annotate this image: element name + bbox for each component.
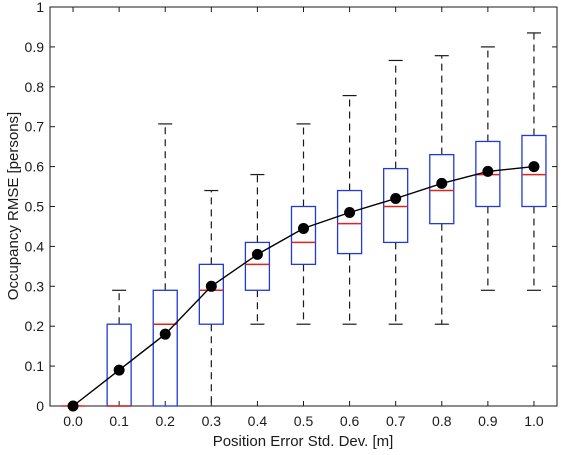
mean-point-0.7 — [390, 193, 402, 205]
box-iqr — [521, 134, 547, 208]
box-0.2 — [152, 123, 178, 407]
mean-point-0.8 — [436, 177, 448, 189]
x-tick-label: 0.1 — [109, 413, 129, 429]
box-1.0 — [521, 32, 547, 291]
box-0.5 — [290, 123, 317, 325]
mean-point-0.4 — [251, 248, 263, 260]
box-iqr — [429, 153, 455, 225]
box-series — [61, 32, 547, 407]
box-0.6 — [336, 94, 363, 325]
y-tick-label: 0 — [36, 398, 44, 414]
x-tick-label: 0.5 — [294, 413, 314, 429]
box-0.1 — [106, 289, 132, 407]
x-tick-label: 0.7 — [386, 413, 406, 429]
y-tick-label: 0.4 — [25, 238, 45, 254]
box-0.4 — [244, 173, 271, 325]
mean-point-0.6 — [344, 206, 356, 218]
mean-point-0.9 — [482, 165, 494, 177]
x-tick-label: 0.8 — [432, 413, 452, 429]
x-tick-label: 1.0 — [524, 413, 544, 429]
box-0.8 — [429, 55, 455, 325]
y-tick-label: 0.5 — [25, 199, 45, 215]
y-tick-label: 0.2 — [25, 318, 45, 334]
y-tick-label: 0.3 — [25, 278, 45, 294]
mean-point-1.0 — [528, 161, 540, 173]
x-tick-label: 0.9 — [478, 413, 498, 429]
box-iqr — [244, 241, 271, 291]
mean-point-0.5 — [298, 222, 309, 234]
x-tick-label: 0.4 — [248, 413, 268, 429]
x-axis-label: Position Error Std. Dev. [m] — [213, 433, 394, 450]
mean-point-0.2 — [159, 328, 171, 340]
x-tick-label: 0.3 — [202, 413, 222, 429]
y-tick-label: 0.6 — [25, 159, 45, 175]
mean-series — [67, 161, 540, 412]
y-tick-label: 0.7 — [25, 119, 45, 135]
mean-point-0.1 — [113, 364, 125, 376]
y-axis: 0 0.1 0.2 0.3 0.4 0.5 0.6 0.7 0.8 0.9 1 — [25, 0, 557, 414]
x-axis: 0.0 0.1 0.2 0.3 0.4 0.5 0.6 0.7 0.8 0.9 1.0 — [63, 7, 544, 429]
box-iqr — [336, 189, 363, 255]
x-tick-label: 0.2 — [155, 413, 175, 429]
mean-point-0.3 — [205, 280, 217, 292]
y-axis-label: Occupancy RMSE [persons] — [5, 112, 22, 300]
box-iqr — [383, 167, 409, 244]
y-tick-label: 0.8 — [25, 79, 45, 95]
box-0.7 — [383, 59, 409, 325]
box-iqr — [198, 263, 224, 325]
y-tick-label: 1 — [36, 0, 44, 15]
x-tick-label: 0.0 — [63, 413, 83, 429]
x-tick-label: 0.6 — [340, 413, 360, 429]
y-tick-label: 0.9 — [25, 39, 45, 55]
mean-point-0.0 — [67, 400, 79, 412]
box-iqr — [152, 289, 178, 407]
y-tick-label: 0.1 — [25, 358, 45, 374]
